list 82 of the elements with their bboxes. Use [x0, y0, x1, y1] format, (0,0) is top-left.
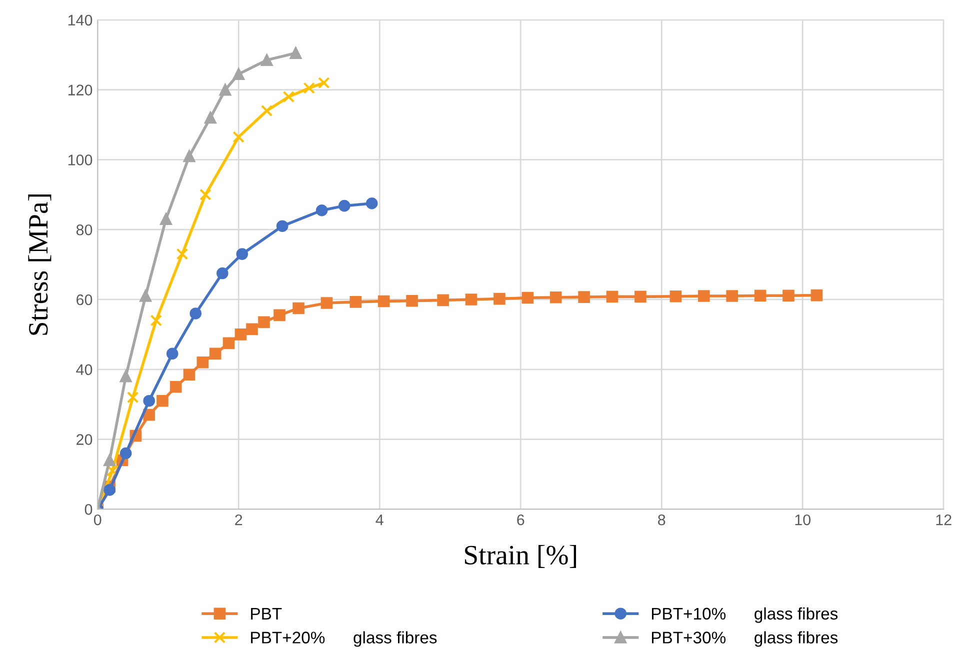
point: [219, 84, 232, 96]
point: [196, 356, 209, 368]
y-tick-label: 100: [68, 154, 92, 166]
point: [276, 220, 288, 232]
point: [437, 294, 449, 306]
legend-label: PBT+30% glass fibres: [652, 631, 838, 647]
point: [290, 47, 302, 59]
point: [274, 309, 286, 322]
x-tick-label: 2: [235, 514, 242, 526]
y-tick-label: 20: [76, 434, 92, 445]
x-tick-label: 4: [376, 514, 384, 526]
point: [578, 291, 590, 303]
point: [143, 394, 155, 407]
point: [378, 295, 390, 308]
point: [120, 370, 132, 382]
y-tick-label: 0: [84, 504, 92, 515]
point: [204, 112, 216, 124]
point: [550, 291, 562, 304]
point: [183, 368, 196, 381]
x-axis-title: Strain [%]: [465, 544, 576, 568]
point: [260, 104, 273, 117]
point: [140, 290, 152, 302]
point: [406, 294, 418, 307]
point: [222, 337, 235, 350]
point: [258, 316, 270, 328]
point: [292, 302, 304, 314]
y-axis-title: Stress [MPa]: [28, 194, 52, 335]
point: [465, 294, 478, 306]
point: [303, 82, 316, 94]
point: [606, 290, 618, 303]
point: [150, 314, 162, 326]
x-tick-label: 6: [517, 514, 524, 526]
point: [216, 267, 228, 280]
point: [104, 454, 116, 466]
point: [120, 447, 132, 460]
point: [160, 213, 172, 226]
point: [318, 76, 330, 89]
point: [754, 290, 766, 302]
point: [166, 348, 178, 360]
point: [366, 197, 378, 210]
y-tick-label: 140: [68, 14, 92, 26]
point: [143, 408, 155, 421]
point: [234, 328, 247, 340]
y-tick-label: 120: [68, 84, 92, 96]
point: [810, 289, 823, 302]
y-tick-label: 80: [76, 224, 92, 236]
point: [170, 380, 182, 393]
point: [260, 54, 273, 66]
point: [183, 150, 196, 162]
point: [670, 290, 682, 302]
x-tick-label: 10: [795, 514, 811, 526]
legend-label: PBT: [251, 608, 282, 620]
point: [176, 248, 188, 260]
y-tick-label: 40: [76, 364, 92, 376]
point: [236, 248, 248, 260]
point: [156, 394, 168, 407]
x-tick-label: 8: [658, 514, 666, 526]
x-tick-label: 12: [936, 514, 952, 526]
point: [338, 200, 350, 212]
point: [232, 68, 245, 80]
point: [726, 290, 738, 302]
point: [316, 204, 328, 216]
point: [126, 391, 139, 404]
legend-label: PBT+20% glass fibres: [251, 631, 437, 647]
point: [522, 292, 534, 304]
point: [782, 290, 794, 302]
point: [698, 290, 710, 302]
y-tick-label: 60: [76, 294, 92, 306]
x-tick-label: 0: [94, 514, 102, 526]
point: [246, 323, 258, 336]
point: [494, 292, 506, 305]
point: [634, 290, 646, 303]
point: [209, 348, 222, 360]
point: [320, 297, 333, 309]
point: [200, 188, 212, 201]
point: [104, 484, 116, 496]
point: [282, 90, 295, 103]
point: [232, 131, 245, 143]
point: [190, 308, 202, 320]
legend-label: PBT+10% glass fibres: [652, 607, 838, 623]
point: [350, 296, 362, 308]
point: [106, 464, 118, 477]
